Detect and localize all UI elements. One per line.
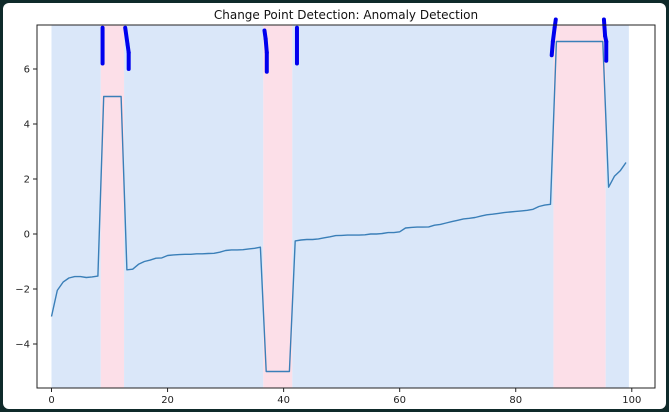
y-axis-ticks: −4 −2 0 2 4 6 (15, 65, 37, 351)
change-point-marker (549, 39, 555, 58)
change-point-markers (100, 17, 609, 74)
anomaly-region-1 (100, 25, 125, 388)
y-tick-label: −4 (15, 340, 30, 351)
y-tick-label: 6 (24, 65, 30, 76)
x-tick-label: 0 (48, 395, 54, 406)
series-layer (50, 40, 627, 373)
change-point-marker (263, 36, 269, 55)
normal-region-6 (605, 25, 629, 388)
chart-title: Change Point Detection: Anomaly Detectio… (214, 8, 478, 22)
y-tick-label: −2 (15, 285, 30, 296)
chart: Change Point Detection: Anomaly Detectio… (15, 8, 656, 406)
axes-frame (36, 24, 656, 389)
change-point-marker (550, 25, 557, 44)
regions-layer (51, 25, 629, 388)
normal-region-2 (124, 25, 264, 388)
x-axis-ticks: 0 20 40 60 80 100 (48, 388, 641, 406)
change-point-marker (601, 17, 608, 38)
anomaly-region-3 (263, 25, 293, 388)
x-tick-label: 80 (509, 395, 522, 406)
x-tick-label: 100 (622, 395, 641, 406)
series-line-0 (50, 40, 627, 373)
anomaly-region-5 (553, 25, 606, 388)
change-point-marker (552, 17, 558, 30)
change-point-marker (123, 25, 130, 47)
y-tick-label: 2 (24, 175, 30, 186)
x-tick-label: 40 (277, 395, 290, 406)
normal-region-4 (292, 25, 554, 388)
normal-region-0 (51, 25, 101, 388)
x-tick-label: 20 (161, 395, 174, 406)
x-tick-label: 60 (393, 395, 406, 406)
chart-frame: Change Point Detection: Anomaly Detectio… (3, 3, 666, 409)
y-tick-label: 4 (24, 120, 30, 131)
y-tick-label: 0 (24, 230, 30, 241)
